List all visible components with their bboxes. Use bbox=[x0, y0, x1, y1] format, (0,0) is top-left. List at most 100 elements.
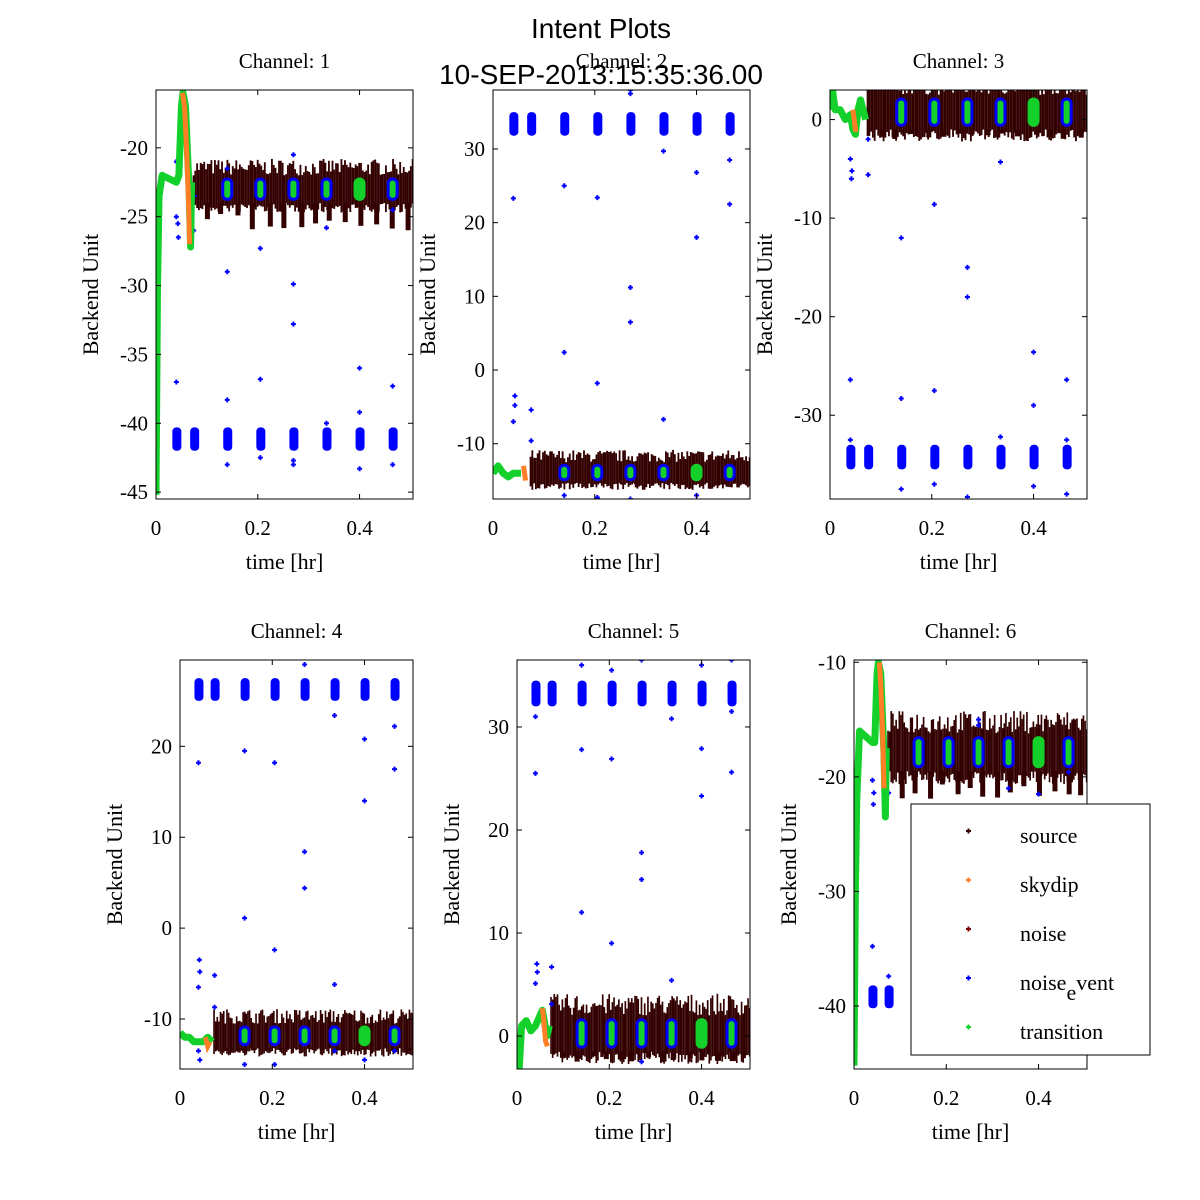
source-mark bbox=[1053, 90, 1056, 138]
source-dip-mark bbox=[729, 1051, 735, 1062]
source-mark bbox=[745, 1005, 748, 1056]
noise-event-point bbox=[976, 717, 982, 723]
source-mark bbox=[740, 1001, 743, 1062]
series-noise-event bbox=[868, 717, 1075, 1009]
noise-event-cluster-mark bbox=[194, 678, 204, 701]
transition-mark bbox=[627, 466, 634, 479]
source-mark bbox=[912, 90, 915, 138]
noise-event-cluster-mark bbox=[388, 427, 398, 451]
source-mark bbox=[875, 90, 878, 130]
source-mark bbox=[230, 1018, 233, 1053]
source-mark bbox=[604, 452, 607, 484]
source-dip-mark bbox=[1078, 129, 1084, 138]
source-mark bbox=[1019, 90, 1022, 141]
noise-event-point bbox=[1064, 437, 1070, 443]
source-mark bbox=[924, 727, 927, 775]
source-mark bbox=[372, 160, 375, 210]
noise-event-point bbox=[332, 981, 338, 987]
y-axis-label: Backend Unit bbox=[439, 804, 464, 926]
plot-area bbox=[493, 90, 750, 499]
legend-item-noise-event: noiseevent bbox=[966, 970, 1114, 1005]
source-mark bbox=[310, 1015, 312, 1050]
noise-event-band-mark bbox=[1027, 97, 1040, 127]
source-mark bbox=[319, 1010, 322, 1055]
noise-event-point bbox=[561, 349, 567, 355]
source-mark bbox=[903, 722, 906, 780]
source-dip-mark bbox=[265, 1048, 271, 1051]
source-mark bbox=[287, 1018, 290, 1050]
source-dip-mark bbox=[1021, 771, 1027, 787]
source-mark bbox=[615, 453, 617, 484]
source-mark bbox=[1018, 726, 1020, 776]
source-mark bbox=[194, 170, 197, 205]
source-mark bbox=[930, 719, 933, 774]
source-dip-mark bbox=[712, 482, 718, 484]
transition-mark bbox=[964, 100, 971, 124]
noise-event-point bbox=[660, 416, 666, 422]
source-dip-mark bbox=[204, 202, 210, 220]
source-dip-mark bbox=[587, 482, 593, 484]
noise-event-point bbox=[272, 1061, 278, 1067]
noise-event-point bbox=[849, 168, 855, 174]
source-mark bbox=[1048, 727, 1051, 783]
noise-event-point bbox=[290, 321, 296, 327]
source-dip-mark bbox=[389, 202, 395, 229]
series-skydip bbox=[202, 1036, 213, 1054]
source-mark bbox=[405, 1013, 408, 1056]
source-mark bbox=[921, 90, 924, 138]
series-skydip bbox=[179, 92, 193, 245]
x-tick-label: 0 bbox=[849, 1086, 860, 1110]
source-mark bbox=[906, 728, 909, 772]
source-mark bbox=[945, 90, 947, 136]
legend-item-source: source bbox=[966, 823, 1077, 848]
source-mark bbox=[572, 450, 575, 488]
source-mark bbox=[370, 161, 373, 212]
source-mark bbox=[890, 711, 893, 783]
source-mark bbox=[693, 1012, 696, 1056]
x-tick-label: 0 bbox=[512, 1086, 523, 1110]
source-mark bbox=[1022, 714, 1025, 780]
source-mark bbox=[938, 716, 941, 781]
source-mark bbox=[227, 1012, 230, 1056]
noise-event-point bbox=[290, 462, 296, 468]
source-dip-mark bbox=[218, 202, 224, 215]
skydip-trace bbox=[539, 1007, 550, 1048]
legend-label-text: noise bbox=[1020, 970, 1066, 995]
noise-event-point bbox=[549, 964, 555, 970]
source-mark bbox=[534, 457, 537, 490]
source-mark bbox=[1047, 719, 1049, 774]
noise-event-point bbox=[898, 395, 904, 401]
source-mark bbox=[710, 998, 712, 1061]
noise-event-cluster-mark bbox=[270, 678, 280, 701]
source-mark bbox=[634, 995, 636, 1061]
source-dip-mark bbox=[1015, 129, 1021, 137]
source-mark bbox=[961, 730, 964, 783]
transition-mark bbox=[726, 466, 733, 479]
noise-event-cluster-mark bbox=[692, 112, 702, 136]
transition-mark bbox=[391, 1028, 398, 1044]
y-axis-label: Backend Unit bbox=[102, 804, 127, 926]
source-mark bbox=[1010, 90, 1013, 139]
source-mark bbox=[677, 1004, 680, 1063]
source-mark bbox=[934, 728, 936, 773]
legend-label: noise bbox=[1020, 921, 1066, 946]
source-dip-mark bbox=[969, 129, 975, 135]
noise-event-point bbox=[549, 1001, 555, 1007]
source-mark bbox=[348, 1012, 351, 1053]
source-dip-mark bbox=[560, 1051, 566, 1057]
source-mark bbox=[873, 90, 876, 141]
source-mark bbox=[618, 999, 620, 1060]
noise-event-point bbox=[224, 462, 230, 468]
source-mark bbox=[333, 169, 336, 209]
source-mark bbox=[597, 1005, 599, 1061]
noise-event-point bbox=[848, 176, 854, 182]
transition-mark bbox=[975, 739, 982, 766]
source-mark bbox=[745, 456, 747, 486]
source-dip-mark bbox=[912, 771, 918, 794]
y-axis-label: Backend Unit bbox=[78, 234, 103, 356]
source-mark bbox=[224, 1023, 227, 1052]
source-mark bbox=[218, 1021, 220, 1052]
source-mark bbox=[946, 90, 949, 136]
source-dip-mark bbox=[591, 1051, 597, 1057]
source-mark bbox=[258, 1013, 261, 1057]
